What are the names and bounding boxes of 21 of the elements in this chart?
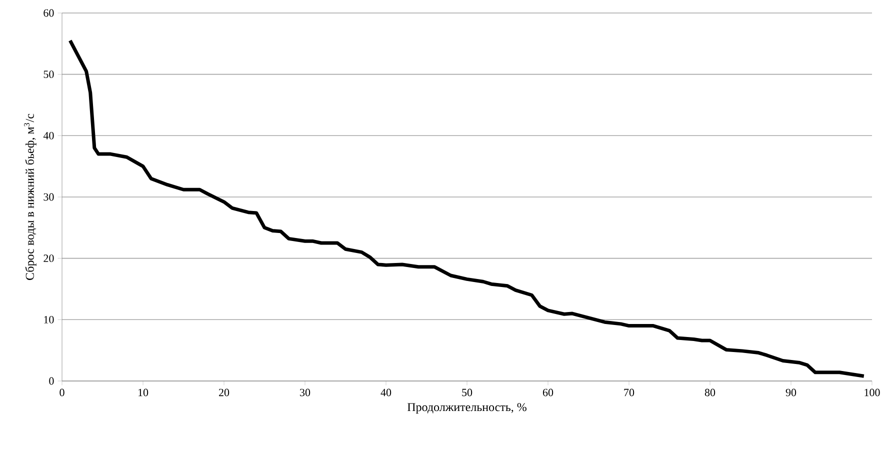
x-tick-label: 60 bbox=[542, 388, 554, 396]
x-tick-label: 90 bbox=[786, 388, 796, 396]
x-tick-label: 100 bbox=[864, 388, 880, 396]
y-tick-label: 10 bbox=[44, 316, 54, 324]
y-tick-label: 60 bbox=[44, 9, 54, 17]
y-tick-label: 20 bbox=[44, 254, 54, 262]
line-series bbox=[68, 38, 866, 378]
x-tick-label: 30 bbox=[300, 388, 310, 396]
y-axis-title: Сброс воды в нижний бьеф, м$^{3}$/с bbox=[24, 114, 36, 280]
y-tick-label: 40 bbox=[43, 132, 54, 140]
x-axis-title: Продолжительность, % bbox=[407, 403, 526, 414]
x-tick-label: 10 bbox=[138, 388, 148, 396]
x-tick-label: 80 bbox=[704, 388, 716, 396]
x-tick-label: 70 bbox=[624, 388, 634, 396]
x-tick-label: 20 bbox=[218, 388, 230, 396]
y-tick-label: 0 bbox=[49, 377, 54, 385]
y-tick-label: 30 bbox=[44, 193, 54, 201]
x-tick-label: 50 bbox=[462, 388, 472, 396]
x-tick-label: 40 bbox=[380, 388, 392, 396]
x-tick-label: 0 bbox=[60, 388, 64, 396]
y-tick-label: 50 bbox=[44, 70, 54, 78]
